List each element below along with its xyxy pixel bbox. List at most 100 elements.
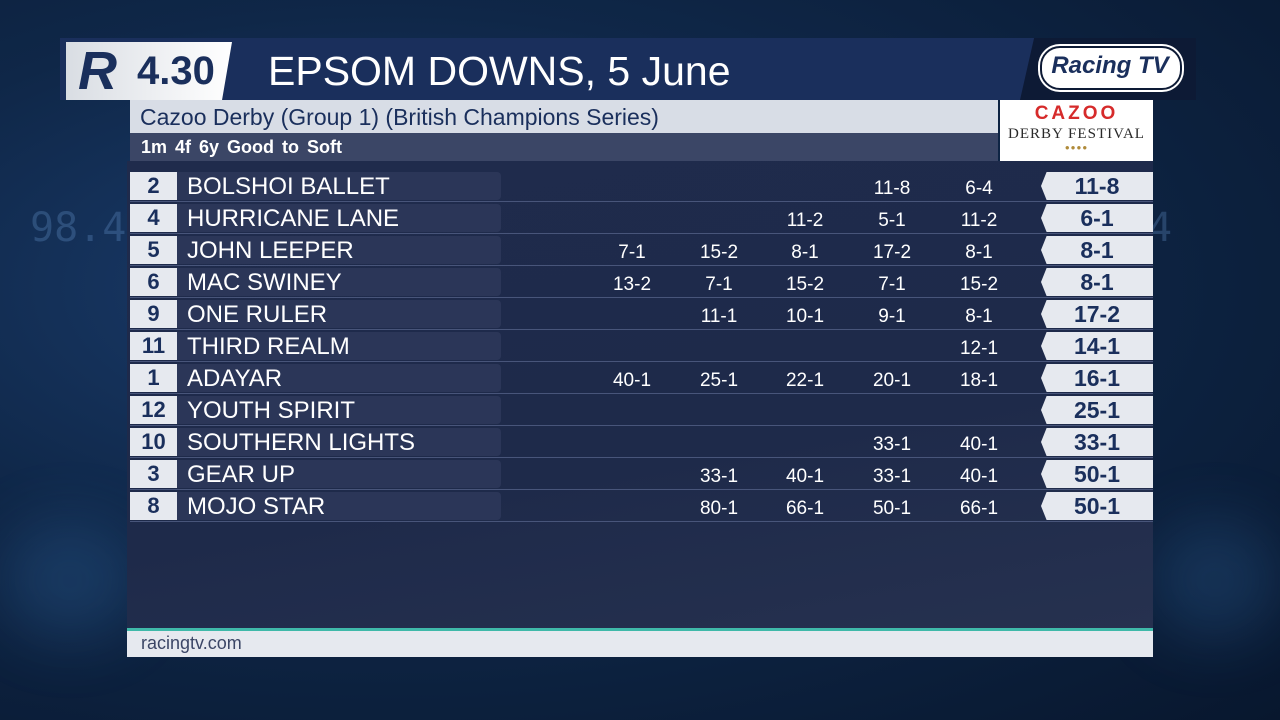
- runner-row: 8 MOJO STAR 80-1 66-1 50-1 66-1 50-1: [127, 490, 1153, 522]
- runner-number: 11: [130, 332, 177, 360]
- race-title: EPSOM DOWNS, 5 June: [268, 48, 731, 94]
- current-price: 8-1: [1041, 268, 1153, 296]
- current-price: 33-1: [1041, 428, 1153, 456]
- runner-name: THIRD REALM: [187, 333, 350, 360]
- runner-row: 1 ADAYAR 40-1 25-1 22-1 20-1 18-1 16-1: [127, 362, 1153, 394]
- runner-name: SOUTHERN LIGHTS: [187, 429, 416, 456]
- runner-name: YOUTH SPIRIT: [187, 397, 356, 424]
- odds-history-cell: 66-1: [959, 498, 999, 519]
- odds-history-cell: 12-1: [959, 338, 999, 359]
- row-divider: [130, 265, 1153, 266]
- odds-history-cell: 9-1: [878, 306, 906, 327]
- sponsor-brand: CAZOO: [1034, 103, 1119, 124]
- runner-name: MAC SWINEY: [187, 269, 342, 296]
- odds-history-cell: 7-1: [878, 274, 906, 295]
- odds-history-cell: 10-1: [785, 306, 825, 327]
- odds-history-cell: 22-1: [785, 370, 825, 391]
- row-divider: [130, 297, 1153, 298]
- current-price: 17-2: [1041, 300, 1153, 328]
- runner-name-background: [177, 172, 501, 200]
- race-conditions-bar: [130, 133, 998, 161]
- current-price: 16-1: [1041, 364, 1153, 392]
- runner-name-background: [177, 332, 501, 360]
- runner-name: MOJO STAR: [187, 493, 326, 520]
- runner-number: 1: [130, 364, 177, 392]
- runner-name-background: [177, 460, 501, 488]
- odds-history-cell: 8-1: [791, 242, 819, 263]
- current-price: 8-1: [1041, 236, 1153, 264]
- footer-bar: [127, 628, 1153, 657]
- odds-history-cell: 33-1: [699, 466, 739, 487]
- odds-history-cell: 40-1: [785, 466, 825, 487]
- row-divider: [130, 329, 1153, 330]
- sponsor-event: DERBY FESTIVAL: [1008, 126, 1145, 142]
- background-glow-right: [1150, 520, 1280, 640]
- odds-history-cell: 33-1: [872, 466, 912, 487]
- runner-number: 5: [130, 236, 177, 264]
- odds-history-cell: 11-1: [700, 306, 738, 327]
- current-price: 11-8: [1041, 172, 1153, 200]
- runner-number: 4: [130, 204, 177, 232]
- row-divider: [130, 361, 1153, 362]
- odds-history-cell: 40-1: [959, 466, 999, 487]
- runner-row: 11 THIRD REALM 12-1 14-1: [127, 330, 1153, 362]
- odds-history-cell: 33-1: [872, 434, 912, 455]
- runner-name: HURRICANE LANE: [187, 205, 400, 232]
- odds-history-cell: 15-2: [699, 242, 739, 263]
- odds-history-cell: 13-2: [612, 274, 652, 295]
- runner-number: 8: [130, 492, 177, 520]
- runner-name: BOLSHOI BALLET: [187, 173, 390, 200]
- runner-row: 6 MAC SWINEY 13-2 7-1 15-2 7-1 15-2 8-1: [127, 266, 1153, 298]
- odds-history-cell: 40-1: [959, 434, 999, 455]
- row-divider: [130, 393, 1153, 394]
- runner-row: 3 GEAR UP 33-1 40-1 33-1 40-1 50-1: [127, 458, 1153, 490]
- odds-history-cell: 11-2: [960, 210, 998, 231]
- odds-history-cell: 8-1: [965, 306, 993, 327]
- background-glow-left: [0, 520, 140, 640]
- runner-name: JOHN LEEPER: [187, 237, 354, 264]
- odds-history-cell: 17-2: [872, 242, 912, 263]
- channel-logo-badge: [1040, 46, 1182, 90]
- row-divider: [130, 521, 1153, 522]
- row-divider: [130, 489, 1153, 490]
- current-price: 50-1: [1041, 460, 1153, 488]
- current-price: 50-1: [1041, 492, 1153, 520]
- runner-number: 6: [130, 268, 177, 296]
- current-price: 6-1: [1041, 204, 1153, 232]
- odds-history-cell: 80-1: [699, 498, 739, 519]
- runner-name: ONE RULER: [187, 301, 328, 328]
- footer-url: racingtv.com: [141, 633, 242, 653]
- odds-history-cell: 25-1: [699, 370, 739, 391]
- runner-name-background: [177, 428, 501, 456]
- runner-row: 12 YOUTH SPIRIT 25-1: [127, 394, 1153, 426]
- race-time: 4.30: [137, 49, 215, 93]
- race-time-badge: [66, 42, 232, 100]
- runner-name-background: [177, 204, 501, 232]
- current-price: 14-1: [1041, 332, 1153, 360]
- odds-history-cell: 7-1: [705, 274, 733, 295]
- runner-name: ADAYAR: [187, 365, 283, 392]
- runner-row: 5 JOHN LEEPER 7-1 15-2 8-1 17-2 8-1 8-1: [127, 234, 1153, 266]
- runner-row: 2 BOLSHOI BALLET 11-8 6-4 11-8: [127, 170, 1153, 202]
- odds-history-cell: 8-1: [965, 242, 993, 263]
- runner-name: GEAR UP: [187, 461, 296, 488]
- row-divider: [130, 201, 1153, 202]
- odds-history-cell: 18-1: [959, 370, 999, 391]
- odds-history-cell: 20-1: [872, 370, 912, 391]
- current-price: 25-1: [1041, 396, 1153, 424]
- odds-history-cell: 11-8: [873, 178, 911, 199]
- row-divider: [130, 425, 1153, 426]
- odds-history-cell: 11-2: [786, 210, 824, 231]
- row-divider: [130, 233, 1153, 234]
- runner-number: 3: [130, 460, 177, 488]
- runner-name-background: [177, 364, 501, 392]
- odds-history-cell: 6-4: [965, 178, 993, 199]
- background-number-left: 98.4: [30, 205, 127, 251]
- odds-history-cell: 5-1: [878, 210, 906, 231]
- runner-number: 12: [130, 396, 177, 424]
- race-name: Cazoo Derby (Group 1) (British Champions…: [140, 104, 659, 130]
- racing-tv-r-logo: R: [78, 41, 117, 101]
- runner-name-background: [177, 268, 501, 296]
- runner-name-background: [177, 236, 501, 264]
- odds-history-cell: 50-1: [872, 498, 912, 519]
